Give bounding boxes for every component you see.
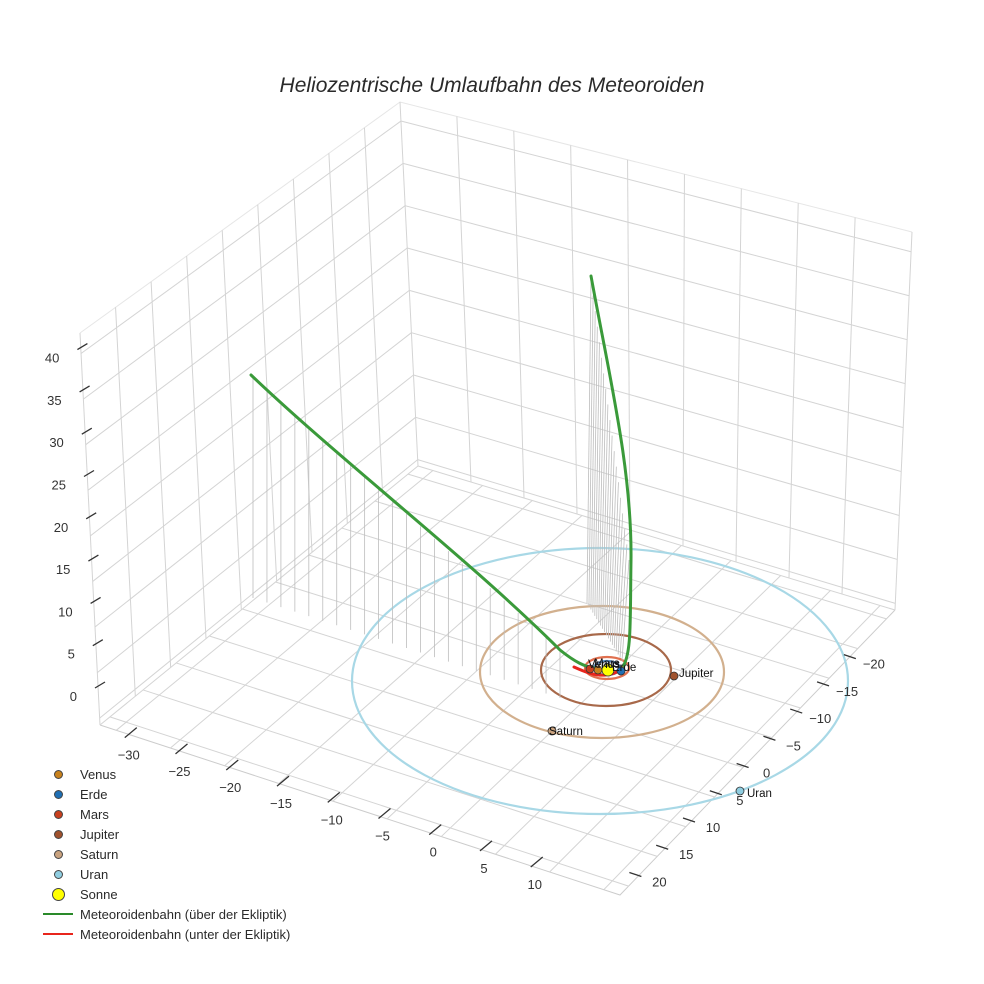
uranus-marker-icon <box>53 869 63 879</box>
chart-title: Heliozentrische Umlaufbahn des Meteoroid… <box>279 74 705 97</box>
red-line-icon <box>43 933 73 935</box>
svg-text:10: 10 <box>527 877 541 892</box>
legend-item-trajectory-below[interactable]: Meteoroidenbahn (unter der Ekliptik) <box>36 924 290 944</box>
legend-item-saturn[interactable]: Saturn <box>36 844 290 864</box>
saturn-marker <box>547 726 557 736</box>
legend-item-sonne[interactable]: Sonne <box>36 884 290 904</box>
sun-marker-icon <box>51 887 65 901</box>
svg-text:−5: −5 <box>786 738 801 753</box>
x-axis-ticks: −30 −25 −20 −15 −10 −5 0 5 10 <box>118 727 544 892</box>
svg-text:−30: −30 <box>118 748 140 763</box>
svg-text:20: 20 <box>652 874 666 889</box>
mars-marker-icon <box>53 809 63 819</box>
sun-marker <box>601 663 615 677</box>
svg-text:15: 15 <box>679 847 693 862</box>
legend-item-trajectory-above[interactable]: Meteoroidenbahn (über der Ekliptik) <box>36 904 290 924</box>
svg-text:−10: −10 <box>321 812 343 827</box>
svg-text:0: 0 <box>70 689 77 704</box>
svg-text:5: 5 <box>480 861 487 876</box>
svg-text:−15: −15 <box>836 684 858 699</box>
legend-item-jupiter[interactable]: Jupiter <box>36 824 290 844</box>
legend-item-uran[interactable]: Uran <box>36 864 290 884</box>
trajectory-above-right <box>589 274 633 670</box>
svg-text:15: 15 <box>56 562 70 577</box>
green-line-icon <box>43 913 73 915</box>
svg-text:−5: −5 <box>375 829 390 844</box>
svg-text:Saturn: Saturn <box>549 726 583 738</box>
mars-orbit <box>583 655 631 681</box>
svg-text:35: 35 <box>47 393 61 408</box>
jupiter-marker-icon <box>53 829 63 839</box>
svg-text:Erde: Erde <box>612 662 636 674</box>
svg-text:0: 0 <box>430 845 437 860</box>
svg-text:−25: −25 <box>168 764 190 779</box>
svg-text:10: 10 <box>58 604 72 619</box>
svg-text:5: 5 <box>68 647 75 662</box>
legend-item-erde[interactable]: Erde <box>36 784 290 804</box>
legend-item-venus[interactable]: Venus <box>36 764 290 784</box>
svg-text:30: 30 <box>49 435 63 450</box>
earth-marker <box>616 666 626 676</box>
svg-text:Jupiter: Jupiter <box>679 668 714 680</box>
svg-text:40: 40 <box>45 351 59 366</box>
venus-marker-icon <box>53 769 63 779</box>
drop-lines <box>252 279 630 698</box>
svg-text:Venus: Venus <box>588 659 620 671</box>
svg-text:−10: −10 <box>809 711 831 726</box>
trajectory-above-left <box>249 373 597 670</box>
svg-text:Mars: Mars <box>594 658 620 670</box>
jupiter-orbit <box>539 632 673 708</box>
orbits <box>350 546 850 816</box>
svg-text:10: 10 <box>706 820 720 835</box>
svg-text:25: 25 <box>52 478 66 493</box>
grid-lines <box>79 101 913 896</box>
planet-markers <box>547 663 745 796</box>
jupiter-marker <box>669 671 679 681</box>
uran-orbit <box>350 546 850 816</box>
legend-item-mars[interactable]: Mars <box>36 804 290 824</box>
svg-text:Uran: Uran <box>747 788 772 800</box>
saturn-orbit <box>478 604 726 740</box>
legend: Venus Erde Mars Jupiter Saturn Uran Sonn… <box>36 764 290 944</box>
svg-text:−15: −15 <box>270 796 292 811</box>
planet-labels: Venus Erde Mars Jupiter Saturn Uran <box>549 658 772 800</box>
svg-text:−20: −20 <box>219 780 241 795</box>
svg-text:0: 0 <box>763 766 770 781</box>
svg-text:−20: −20 <box>863 657 885 672</box>
earth-marker-icon <box>53 789 63 799</box>
z-axis-ticks: 0 5 10 15 20 25 30 35 40 <box>45 343 106 704</box>
svg-text:5: 5 <box>736 793 743 808</box>
y-axis-ticks: −20 −15 −10 −5 0 5 10 15 20 <box>629 653 885 889</box>
svg-text:20: 20 <box>54 520 68 535</box>
saturn-marker-icon <box>53 849 63 859</box>
uranus-marker <box>735 786 745 796</box>
